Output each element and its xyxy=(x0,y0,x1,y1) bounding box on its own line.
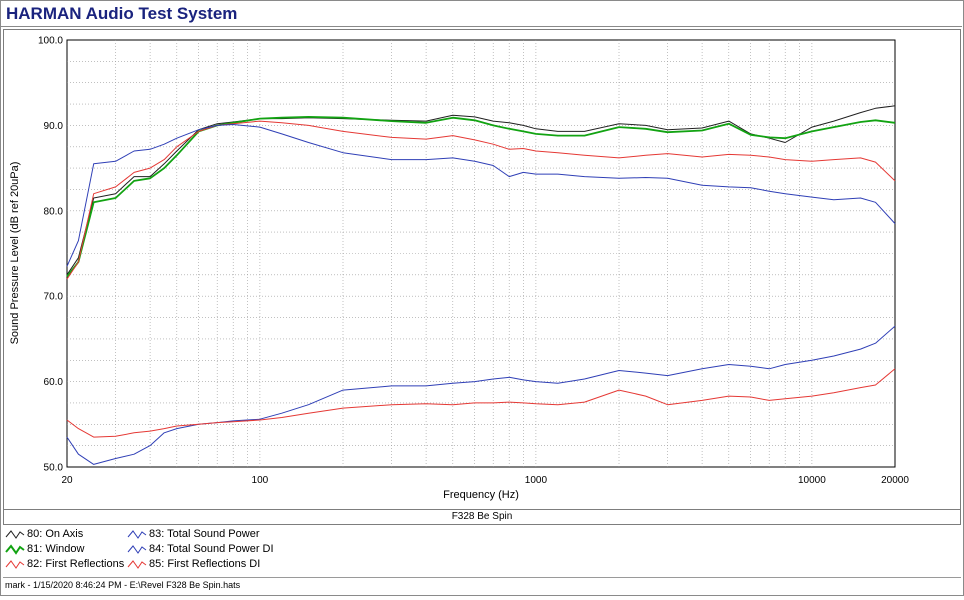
x-tick-label: 100 xyxy=(252,475,269,486)
spinorama-chart: 50.0 60.0 70.0 80.0 90.0 100.0 20 100 1000 10000… xyxy=(9,36,909,502)
series-line-window xyxy=(66,116,896,278)
legend-swatch-icon xyxy=(127,545,147,554)
legend: 80: On Axis 81: Window 82: First Reflect… xyxy=(3,527,959,573)
title-divider xyxy=(0,26,962,27)
x-tick-labels: 20 100 1000 10000 20000 xyxy=(61,475,909,486)
x-tick-label: 20000 xyxy=(881,475,909,486)
y-tick-labels: 50.0 60.0 70.0 80.0 90.0 100.0 xyxy=(38,36,63,474)
legend-swatch-icon xyxy=(5,544,25,555)
chart-subtitle: F328 Be Spin xyxy=(3,509,961,525)
legend-swatch-icon xyxy=(5,560,25,569)
legend-label: 82: First Reflections xyxy=(27,558,125,570)
y-tick-label: 70.0 xyxy=(44,292,64,303)
series-layer xyxy=(66,105,896,465)
x-tick-label: 20 xyxy=(61,475,73,486)
y-tick-label: 60.0 xyxy=(44,377,64,388)
series-line-total-sound-power xyxy=(66,124,896,267)
legend-label: 83: Total Sound Power xyxy=(149,528,260,540)
x-tick-label: 10000 xyxy=(798,475,826,486)
x-axis-label: Frequency (Hz) xyxy=(443,489,519,501)
y-axis-label: Sound Pressure Level (dB ref 20uPa) xyxy=(9,162,21,345)
legend-swatch-icon xyxy=(127,560,147,569)
legend-label: 84: Total Sound Power DI xyxy=(149,543,274,555)
legend-swatch-icon xyxy=(127,530,147,539)
y-tick-label: 50.0 xyxy=(44,463,64,474)
legend-swatch-icon xyxy=(5,530,25,539)
y-tick-label: 80.0 xyxy=(44,206,64,217)
legend-label: 80: On Axis xyxy=(27,528,84,540)
status-bar: mark - 1/15/2020 8:46:24 PM - E:\Revel F… xyxy=(3,577,961,592)
y-tick-label: 100.0 xyxy=(38,36,63,47)
y-tick-label: 90.0 xyxy=(44,121,64,132)
x-tick-label: 1000 xyxy=(525,475,548,486)
legend-label: 85: First Reflections DI xyxy=(149,558,261,570)
series-line-first-reflections-di xyxy=(66,368,896,438)
series-line-total-sound-power-di xyxy=(66,325,896,465)
legend-label: 81: Window xyxy=(27,543,85,555)
app-title: HARMAN Audio Test System xyxy=(6,4,238,23)
series-line-first-reflections xyxy=(66,120,896,280)
